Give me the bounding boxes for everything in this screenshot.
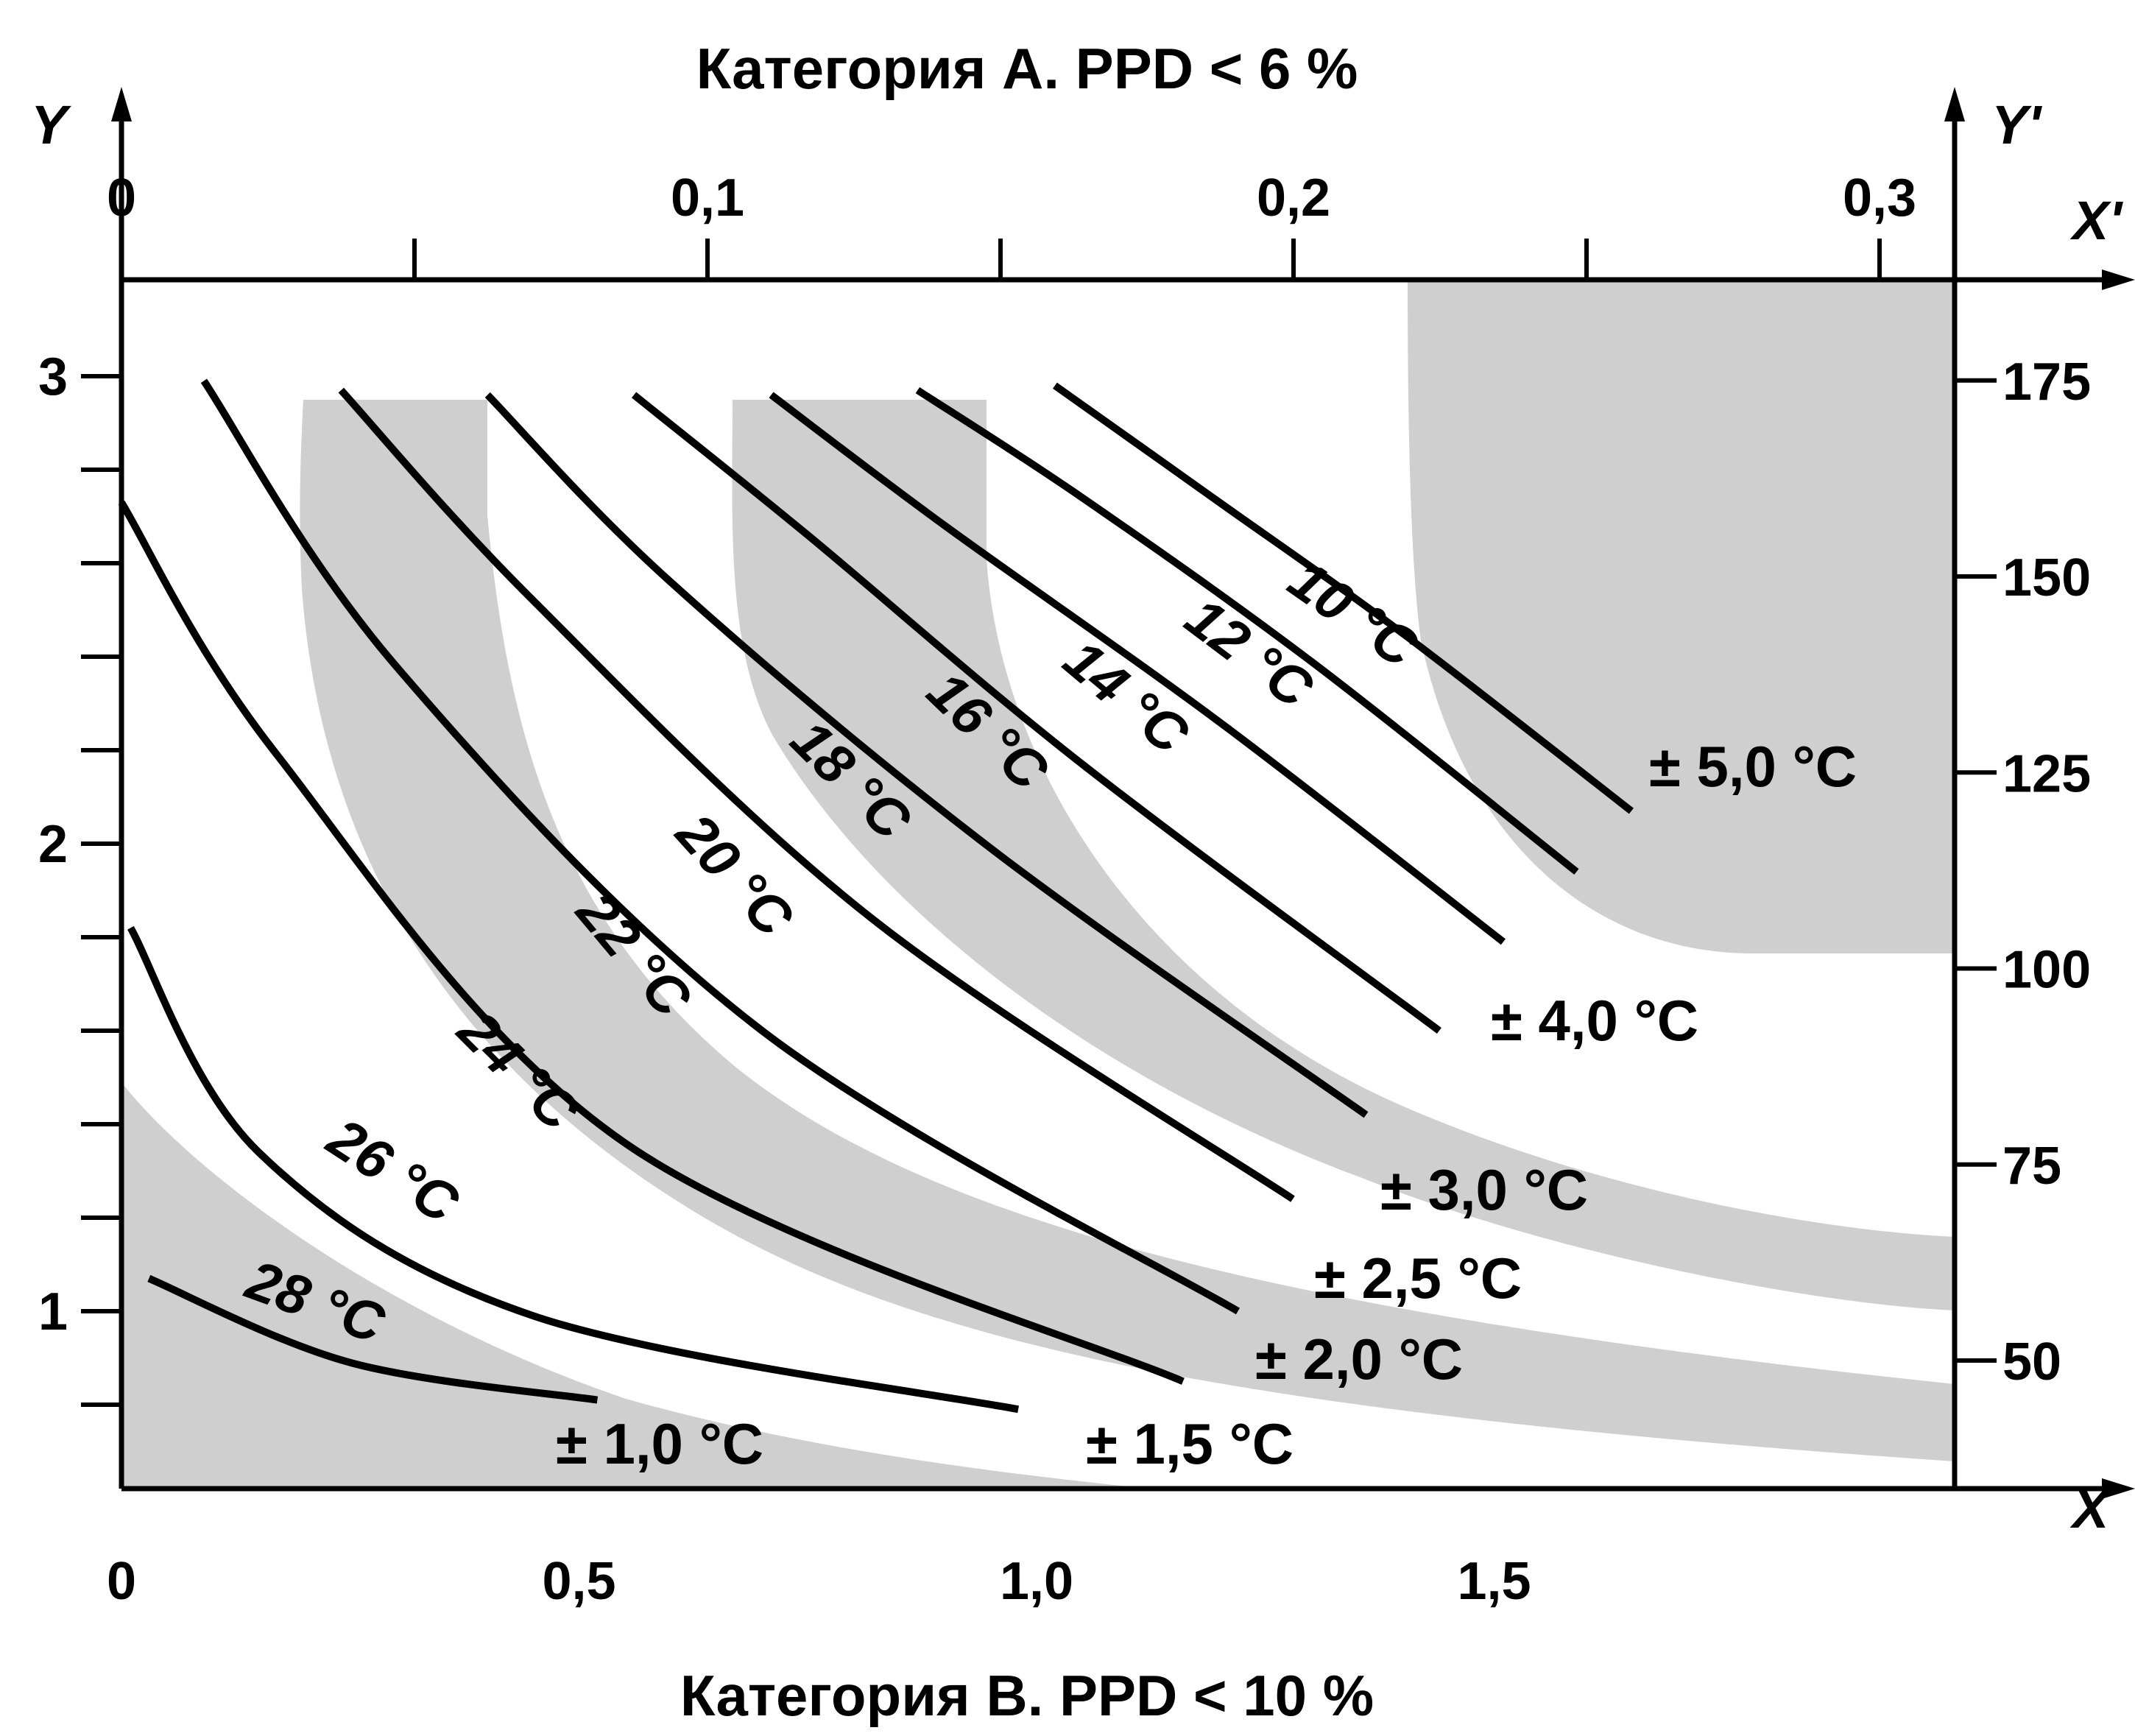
curve-24c bbox=[118, 500, 1185, 1385]
axes bbox=[111, 87, 2135, 1499]
curve-label-20: 20 °C bbox=[663, 801, 805, 949]
curve-label-14: 14 °C bbox=[1052, 628, 1201, 767]
band-1-0 bbox=[121, 1082, 1148, 1489]
curve-10c bbox=[1053, 382, 1634, 814]
x-tick-label-1: 0,5 bbox=[542, 1552, 615, 1611]
curve-18c bbox=[484, 392, 1369, 1118]
tick-labels: 0 0,5 1,0 1,5 1 2 3 0 0,1 0,2 0,3 50 75 100 125 150 175 bbox=[38, 169, 2091, 1611]
x-axis-label: X bbox=[2069, 1478, 2112, 1539]
tolerance-label-4-0: ± 4,0 °C bbox=[1491, 988, 1698, 1053]
tolerance-label-1-0: ± 1,0 °C bbox=[556, 1411, 763, 1476]
band-5-0 bbox=[1408, 280, 1955, 953]
x2-axis-arrow bbox=[2102, 269, 2135, 290]
y2-tick-label-0: 50 bbox=[2002, 1333, 2061, 1391]
tolerance-label-3-0: ± 3,0 °C bbox=[1380, 1157, 1588, 1222]
x-tick-label-0: 0 bbox=[107, 1552, 136, 1611]
tolerance-label-2-5: ± 2,5 °C bbox=[1314, 1246, 1522, 1310]
y2-tick-label-4: 150 bbox=[2002, 548, 2091, 607]
tolerance-label-5-0: ± 5,0 °C bbox=[1649, 734, 1857, 799]
y-tick-label-2: 3 bbox=[38, 347, 68, 406]
x2-tick-label-0: 0 bbox=[107, 169, 136, 227]
axis-ticks bbox=[81, 239, 1997, 1407]
x2-tick-label-1: 0,1 bbox=[671, 169, 744, 227]
y2-axis-label: Y' bbox=[1991, 94, 2042, 155]
x2-tick-label-3: 0,3 bbox=[1843, 169, 1916, 227]
tolerance-labels: ± 5,0 °C ± 4,0 °C ± 3,0 °C ± 2,5 °C ± 2,… bbox=[556, 734, 1857, 1476]
x-tick-label-3: 1,5 bbox=[1457, 1552, 1531, 1611]
curve-28c bbox=[147, 1274, 599, 1404]
tolerance-label-2-0: ± 2,0 °C bbox=[1255, 1327, 1463, 1391]
chart-title-bottom: Категория B. PPD < 10 % bbox=[680, 1663, 1374, 1728]
y2-tick-label-5: 175 bbox=[2002, 353, 2091, 412]
curve-14c bbox=[769, 392, 1506, 945]
y-axis-label: Y bbox=[31, 94, 71, 155]
y-axis-arrow bbox=[111, 87, 132, 121]
tolerance-label-1-5: ± 1,5 °C bbox=[1086, 1411, 1294, 1476]
chart-title-top: Категория A. PPD < 6 % bbox=[696, 36, 1358, 101]
y2-axis-arrow bbox=[1944, 87, 1965, 121]
y2-tick-label-2: 100 bbox=[2002, 941, 2091, 1000]
curve-16c bbox=[631, 392, 1441, 1034]
curve-22c bbox=[200, 378, 1241, 1315]
temperature-curves bbox=[118, 378, 1634, 1414]
band-3-0-upper bbox=[732, 400, 1955, 1310]
y-tick-label-1: 2 bbox=[38, 815, 68, 874]
curve-26c bbox=[127, 925, 1020, 1414]
y2-tick-label-3: 125 bbox=[2002, 744, 2091, 803]
y-tick-label-0: 1 bbox=[38, 1282, 68, 1341]
x2-axis-label: X' bbox=[2069, 190, 2123, 251]
x2-tick-label-2: 0,2 bbox=[1257, 169, 1330, 227]
x-tick-label-2: 1,0 bbox=[1000, 1552, 1073, 1611]
curve-20c bbox=[338, 387, 1295, 1202]
curve-12c bbox=[915, 387, 1579, 875]
y2-tick-label-1: 75 bbox=[2002, 1137, 2061, 1196]
x-axis-arrow bbox=[2102, 1478, 2135, 1499]
